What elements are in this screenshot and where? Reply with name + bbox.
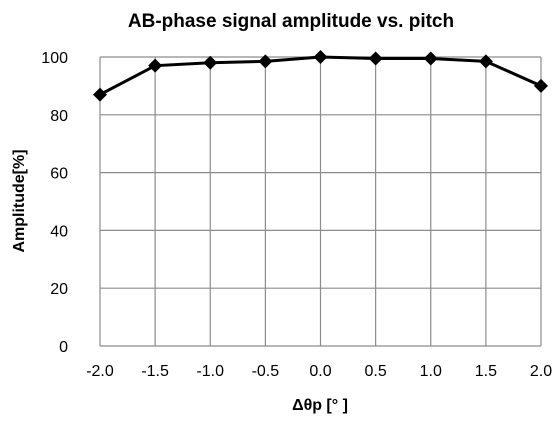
- data-point-marker: [423, 51, 438, 66]
- gridlines: [100, 56, 542, 346]
- x-tick-label: 2.0: [530, 363, 552, 380]
- data-point-marker: [258, 54, 273, 69]
- x-tick-label: 1.5: [475, 363, 497, 380]
- x-tick-label: 0.5: [365, 363, 387, 380]
- data-point-marker: [148, 58, 163, 73]
- chart-title: AB-phase signal amplitude vs. pitch: [128, 11, 454, 32]
- x-tick-label: 0.0: [309, 363, 331, 380]
- tick-labels: 0 20 40 60 80 100 -2.0 -1.5 -1.0 -0.5 0.0 0.5 1.0 1.5…: [41, 50, 552, 380]
- y-tick-label: 100: [41, 50, 68, 67]
- x-tick-label: -2.0: [86, 363, 114, 380]
- data-point-marker: [368, 51, 383, 66]
- x-tick-label: -1.0: [196, 363, 224, 380]
- x-tick-label: -0.5: [252, 363, 280, 380]
- axes: [99, 57, 541, 347]
- data-point-marker: [478, 54, 493, 69]
- data-point-marker: [313, 50, 328, 64]
- y-tick-label: 20: [50, 281, 68, 298]
- data-point-marker: [203, 55, 218, 70]
- y-tick-label: 0: [59, 339, 68, 356]
- x-axis-label: Δθp [° ]: [292, 397, 348, 414]
- y-tick-label: 60: [50, 166, 68, 183]
- series-layer: [93, 50, 548, 102]
- y-axis-label: Amplitude[%]: [11, 149, 28, 252]
- data-point-marker: [534, 78, 548, 93]
- x-tick-label: -1.5: [141, 363, 169, 380]
- data-point-marker: [93, 87, 107, 102]
- y-tick-label: 80: [50, 108, 68, 125]
- x-tick-label: 1.0: [420, 363, 442, 380]
- y-tick-label: 40: [50, 223, 68, 240]
